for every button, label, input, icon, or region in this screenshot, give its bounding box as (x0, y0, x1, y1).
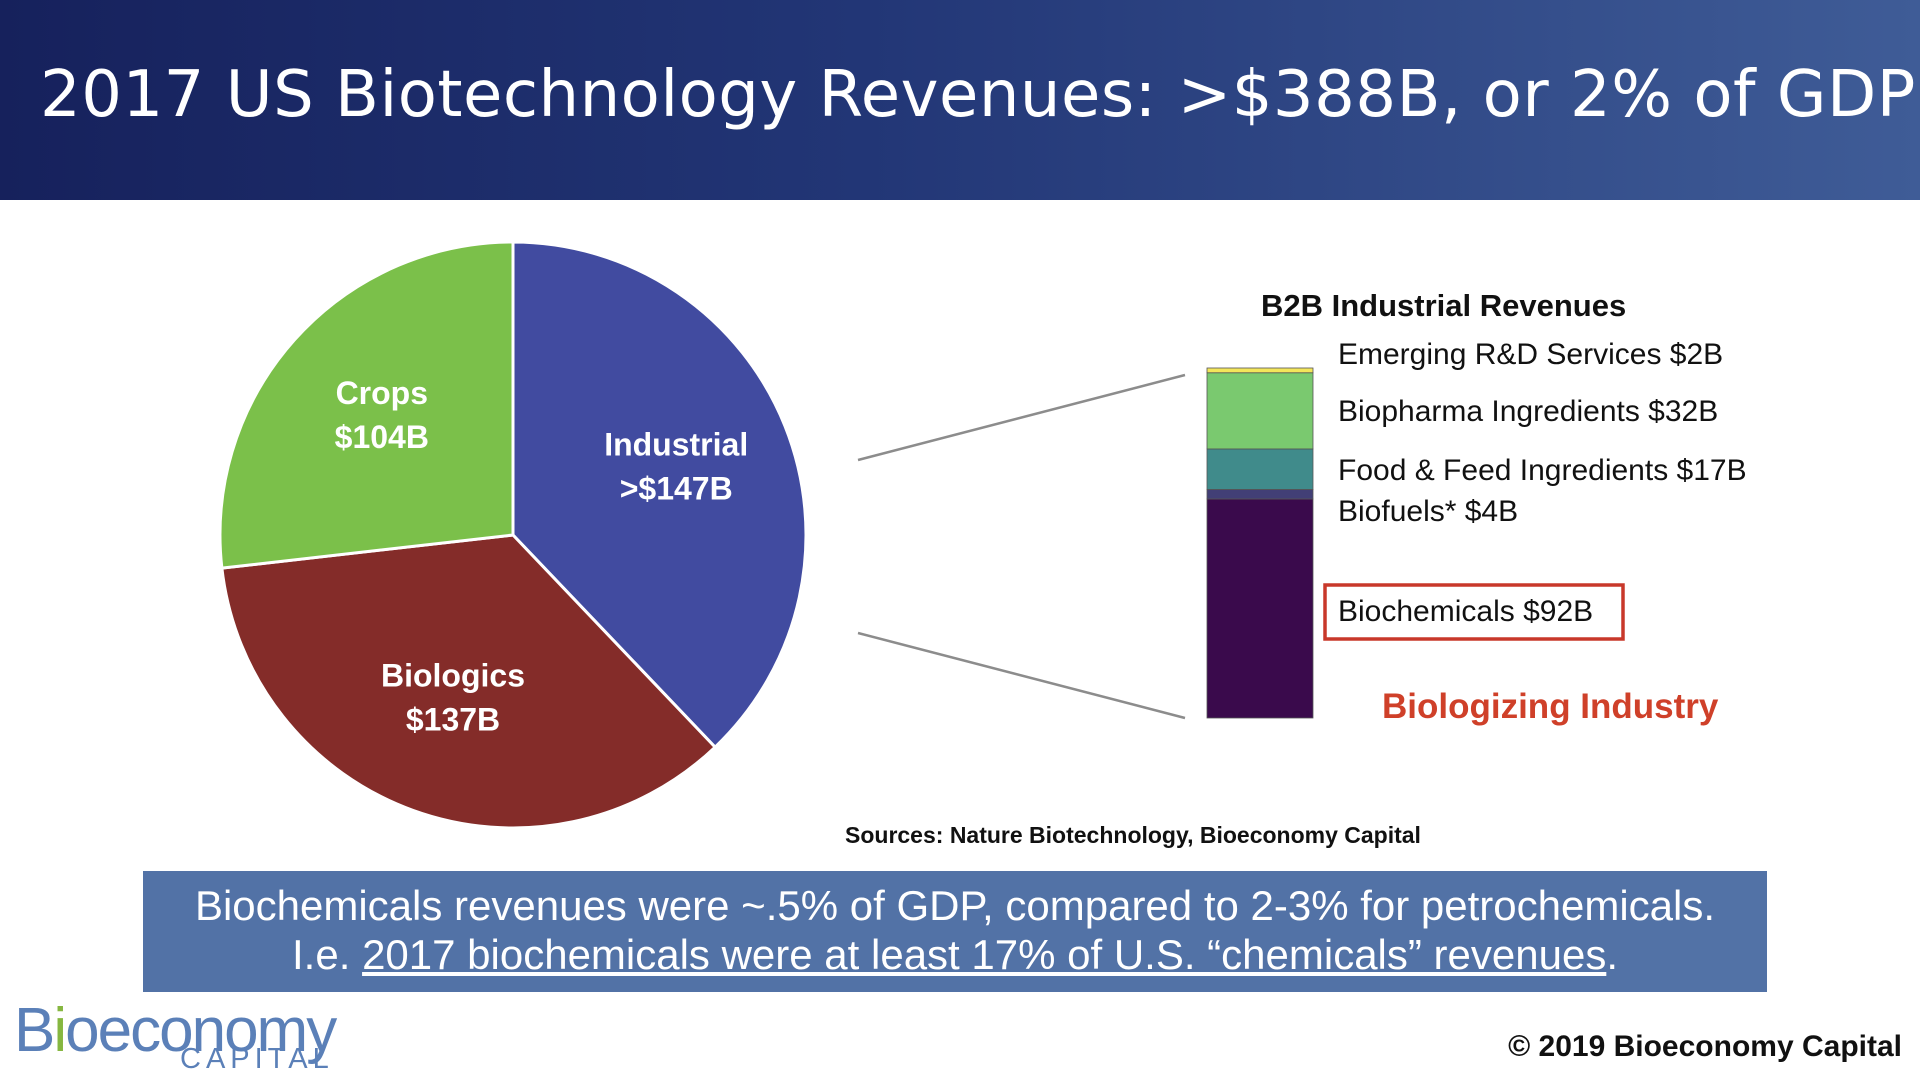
copyright-notice: © 2019 Bioeconomy Capital (1508, 1030, 1902, 1063)
bar-segment-emerging-r-d-services (1206, 367, 1314, 374)
biologizing-industry-annotation: Biologizing Industry (1382, 687, 1719, 726)
callout-line-2: I.e. 2017 biochemicals were at least 17%… (143, 930, 1767, 979)
bar-label-biopharma-ingredients: Biopharma Ingredients $32B (1338, 395, 1718, 428)
callout-prefix: I.e. (292, 931, 363, 978)
bar-segment-food-feed-ingredients (1206, 448, 1314, 490)
bar-label-biofuels: Biofuels* $4B (1338, 495, 1518, 528)
page-title: 2017 US Biotechnology Revenues: >$388B, … (40, 58, 1916, 132)
callout-box: Biochemicals revenues were ~.5% of GDP, … (143, 871, 1767, 992)
source-note: Sources: Nature Biotechnology, Bioeconom… (845, 822, 1421, 848)
logo-wordmark: Bioeconomy (14, 995, 337, 1066)
bar-segment-biofuels (1206, 489, 1314, 500)
bar-segment-biopharma-ingredients (1206, 372, 1314, 450)
connector-line-bottom (857, 631, 1186, 720)
pie-value-crops: $104B (335, 419, 429, 455)
bar-label-biochemicals: Biochemicals $92B (1338, 595, 1593, 628)
pie-label-biologics: Biologics (381, 657, 525, 693)
pie-label-crops: Crops (336, 375, 428, 411)
pie-value-biologics: $137B (406, 701, 500, 737)
bioeconomy-capital-logo: Bioeconomy CAPITAL (14, 995, 374, 1075)
logo-letter-b: B (14, 996, 55, 1065)
callout-line-1: Biochemicals revenues were ~.5% of GDP, … (194, 882, 1716, 929)
pie-slice-industrial (511, 240, 808, 750)
bar-label-food-feed-ingredients: Food & Feed Ingredients $17B (1338, 454, 1747, 487)
logo-letters-rest: oeconomy (65, 996, 337, 1065)
logo-dna-icon: i (53, 996, 67, 1065)
pie-slice-biologics (220, 533, 718, 830)
bar-segment-biochemicals (1206, 498, 1314, 719)
connector-line-top (857, 373, 1186, 462)
callout-underlined-text: 2017 biochemicals were at least 17% of U… (362, 931, 1607, 978)
pie-slice-crops (218, 240, 515, 570)
title-banner: 2017 US Biotechnology Revenues: >$388B, … (0, 0, 1920, 200)
callout-suffix: . (1606, 931, 1618, 978)
pie-value-industrial: >$147B (620, 471, 733, 507)
biochemicals-highlight-box (1323, 583, 1625, 641)
bar-label-emerging-r-d-services: Emerging R&D Services $2B (1338, 338, 1723, 371)
logo-subtitle: CAPITAL (180, 1043, 334, 1075)
pie-label-industrial: Industrial (604, 427, 748, 463)
bar-chart-title: B2B Industrial Revenues (1261, 288, 1626, 323)
